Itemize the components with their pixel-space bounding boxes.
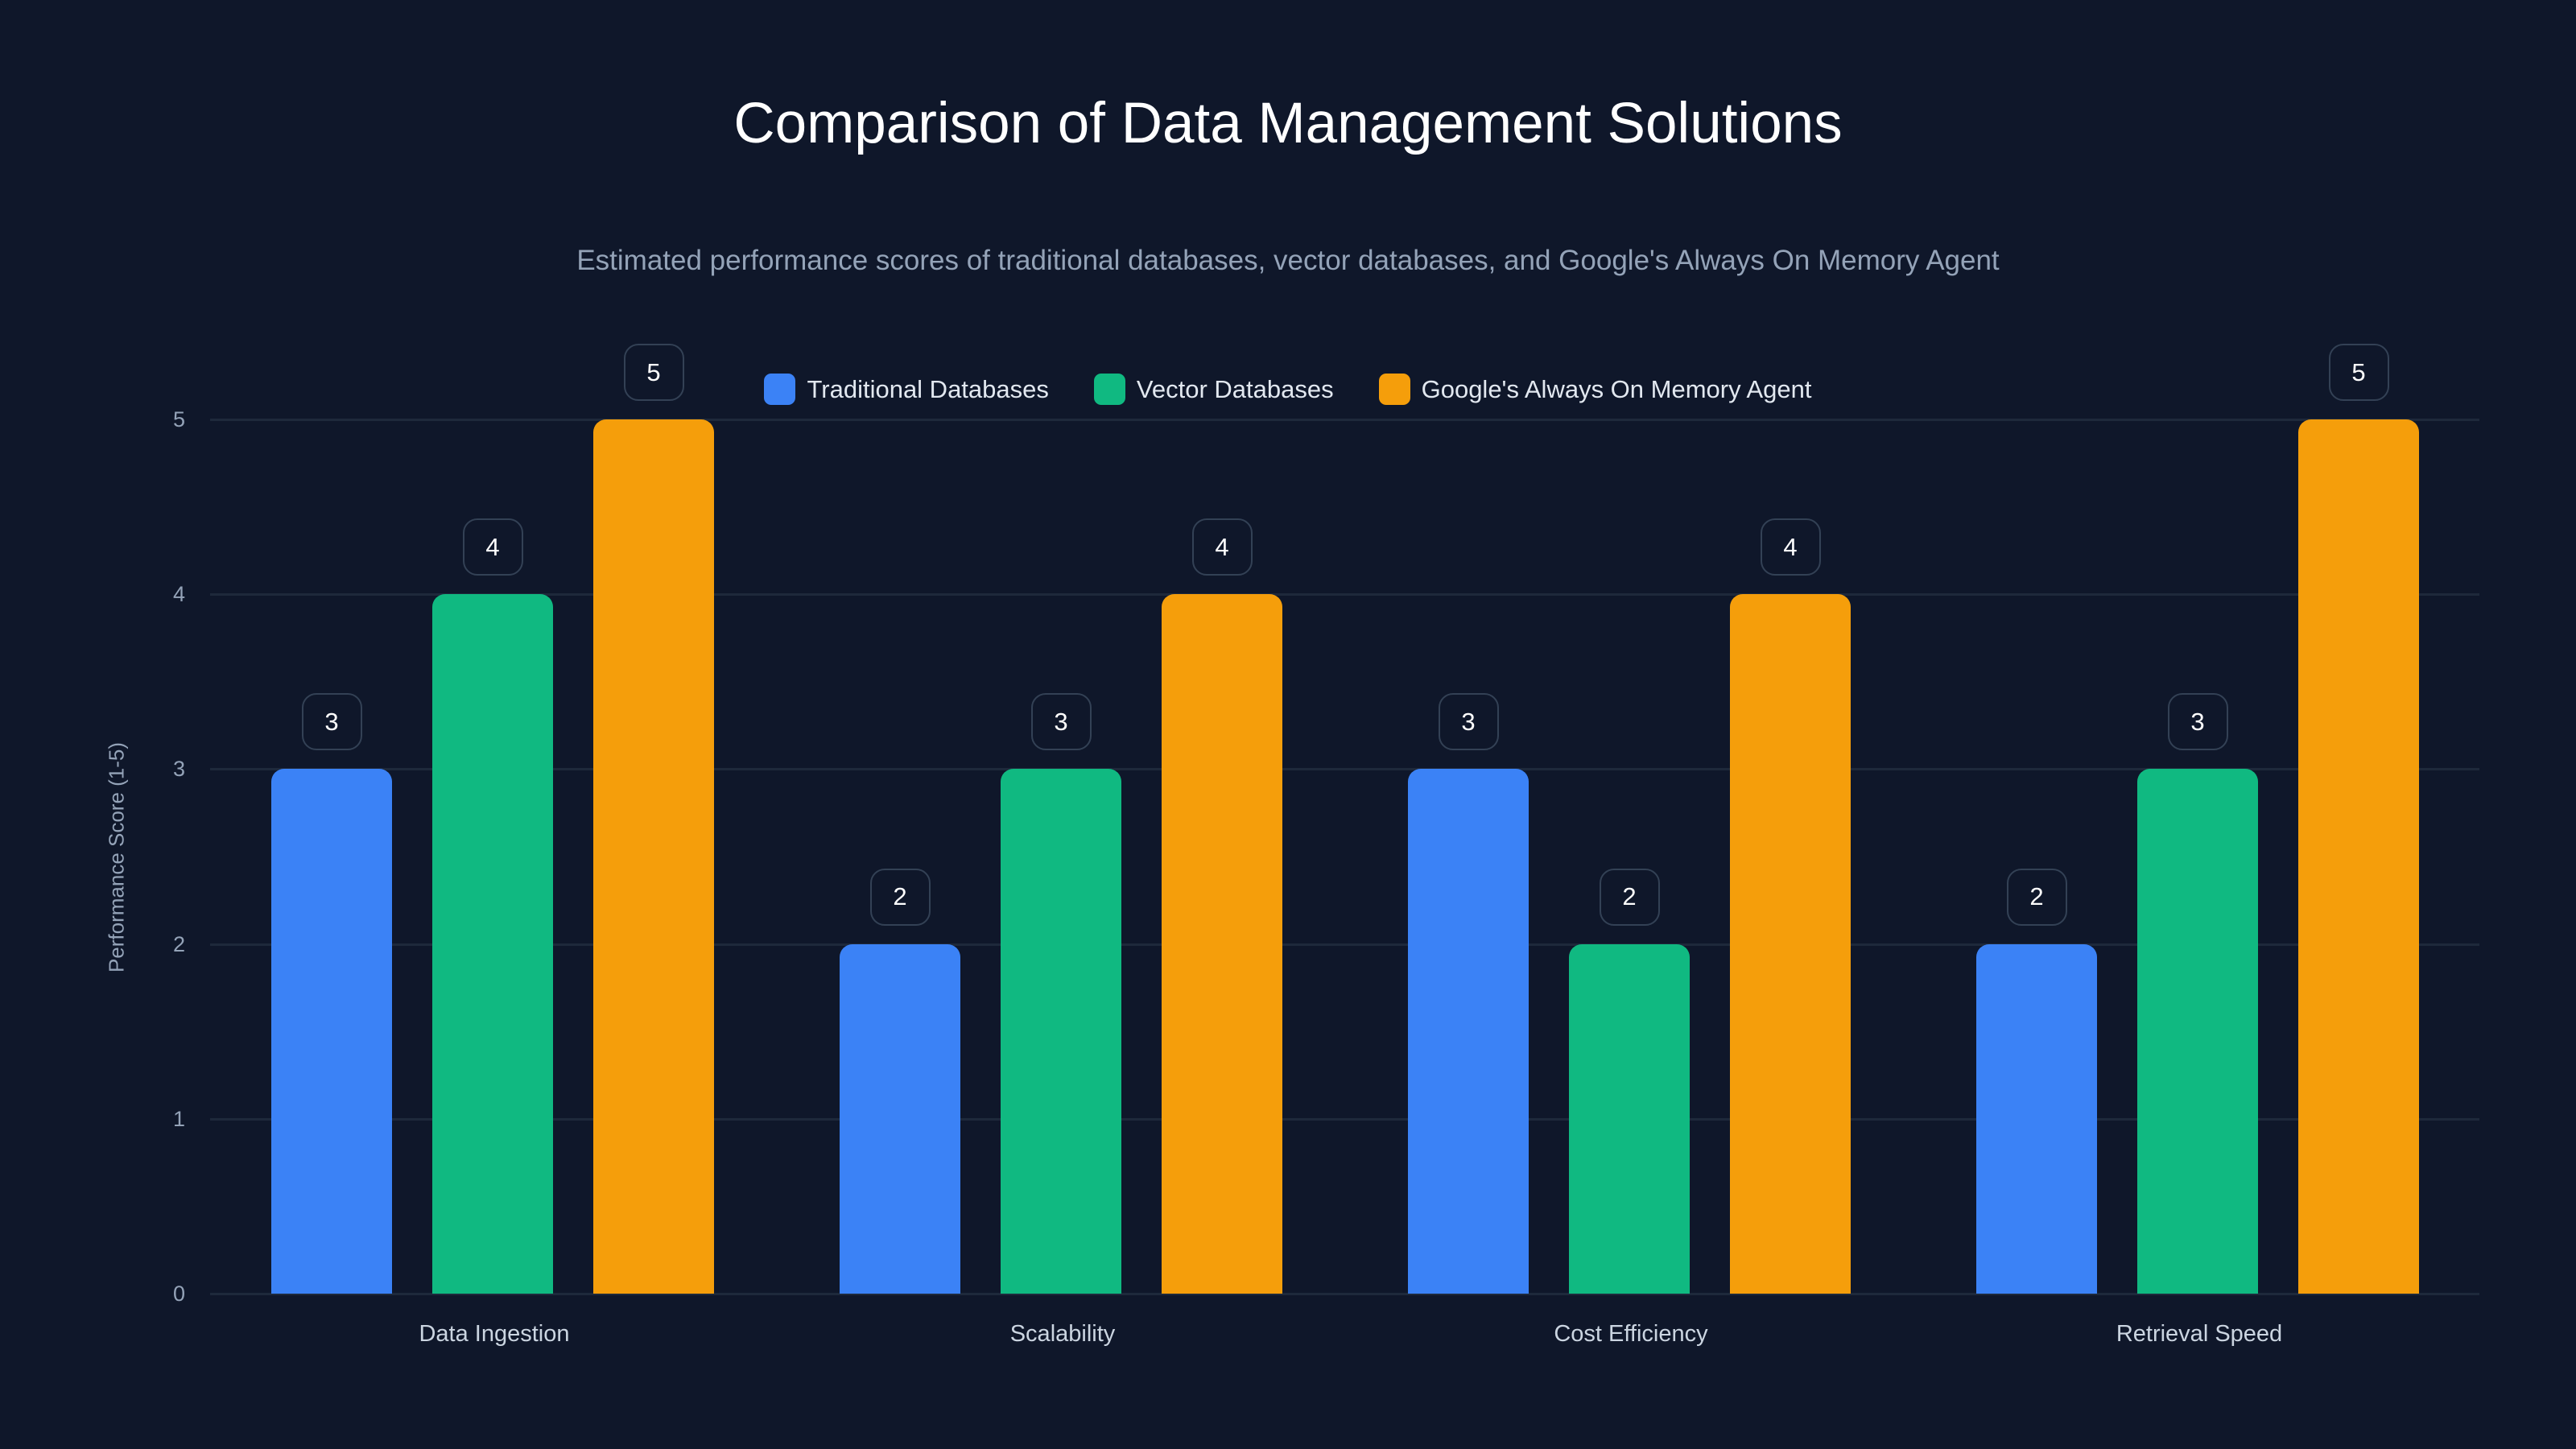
bar[interactable] [1001, 769, 1121, 1294]
y-tick-label: 1 [172, 1106, 185, 1131]
value-label: 4 [1760, 518, 1821, 576]
value-label: 2 [1599, 868, 1660, 926]
legend-swatch-icon [1093, 374, 1125, 405]
legend-label: Traditional Databases [807, 374, 1049, 403]
value-label: 5 [623, 344, 684, 401]
legend-item-vector[interactable]: Vector Databases [1093, 374, 1334, 405]
legend-item-memory-agent[interactable]: Google's Always On Memory Agent [1378, 374, 1812, 405]
y-tick-label: 0 [172, 1282, 185, 1306]
bar[interactable] [1569, 943, 1690, 1294]
value-label: 5 [2328, 344, 2389, 401]
legend: Traditional Databases Vector Databases G… [0, 374, 2576, 405]
legend-label: Vector Databases [1136, 374, 1334, 403]
legend-swatch-icon [1378, 374, 1410, 405]
bar[interactable] [2298, 419, 2419, 1294]
bar[interactable] [840, 943, 960, 1294]
gridline [210, 1117, 2479, 1121]
gridline [210, 593, 2479, 597]
y-axis-title: Performance Score (1-5) [104, 741, 129, 973]
value-label: 4 [462, 518, 523, 576]
bar[interactable] [1730, 594, 1851, 1294]
legend-swatch-icon [764, 374, 796, 405]
bar[interactable] [1976, 943, 2097, 1294]
value-label: 4 [1191, 518, 1253, 576]
bar[interactable] [271, 769, 392, 1294]
bar[interactable] [432, 594, 553, 1294]
plot-area: 3 4 5 Data Ingestion 2 3 4 Scalability 3 2 4 Cost E… [210, 0, 2479, 1449]
value-label: 3 [301, 693, 362, 751]
bar[interactable] [2137, 769, 2258, 1294]
y-tick-label: 3 [172, 757, 185, 782]
gridline [210, 768, 2479, 771]
gridline [210, 419, 2479, 421]
gridline [210, 1293, 2479, 1295]
value-label: 2 [2006, 868, 2067, 926]
value-label: 3 [1030, 693, 1092, 751]
chart-subtitle: Estimated performance scores of traditio… [576, 245, 2000, 276]
value-label: 3 [2167, 693, 2228, 751]
bar[interactable] [1162, 594, 1282, 1294]
legend-label: Google's Always On Memory Agent [1421, 374, 1812, 403]
y-tick-label: 5 [172, 407, 185, 431]
gridline [210, 943, 2479, 946]
y-tick-label: 2 [172, 931, 185, 956]
legend-item-traditional[interactable]: Traditional Databases [764, 374, 1049, 405]
x-tick-label: Scalability [1009, 1321, 1116, 1347]
bar[interactable] [1408, 769, 1529, 1294]
chart-title: Comparison of Data Management Solutions [733, 92, 1843, 155]
y-tick-label: 4 [172, 582, 185, 607]
value-label: 3 [1438, 693, 1499, 751]
x-tick-label: Data Ingestion [419, 1321, 570, 1347]
x-tick-label: Retrieval Speed [2116, 1321, 2283, 1347]
bar[interactable] [593, 419, 714, 1294]
value-label: 2 [869, 868, 931, 926]
x-tick-label: Cost Efficiency [1554, 1321, 1708, 1347]
